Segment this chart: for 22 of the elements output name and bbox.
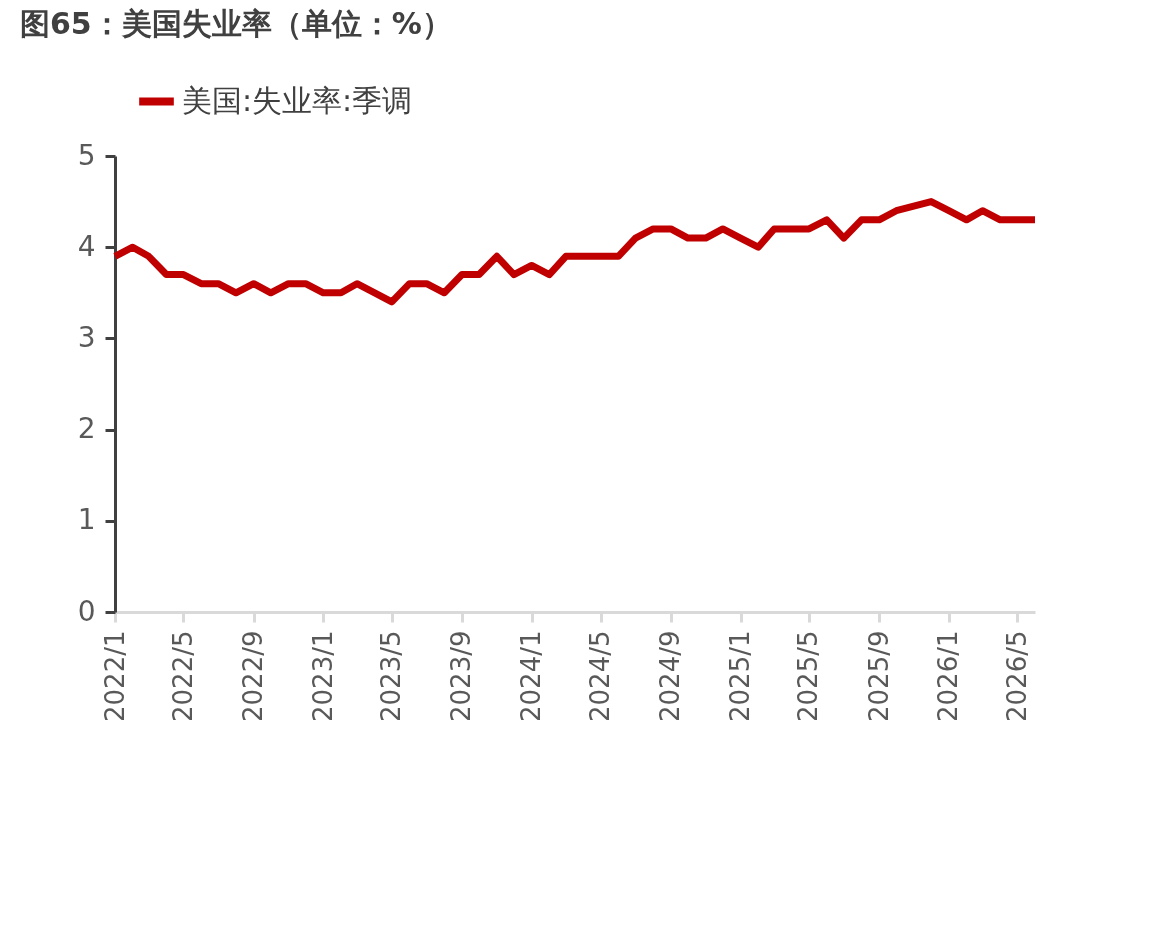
chart-title: 图65：美国失业率（单位：%）	[20, 6, 452, 41]
x-tick-label: 2022/5	[167, 630, 198, 722]
x-tick-label: 2026/1	[933, 630, 964, 722]
y-tick-label: 4	[77, 229, 96, 263]
x-tick-label: 2022/1	[99, 630, 130, 722]
legend-label: 美国:失业率:季调	[182, 82, 413, 118]
y-tick-label: 5	[77, 138, 96, 172]
x-tick-label: 2024/5	[585, 630, 616, 722]
x-tick-label: 2025/9	[863, 630, 894, 722]
x-tick-label: 2022/9	[238, 630, 269, 722]
x-tick-label: 2023/5	[376, 630, 407, 722]
y-tick-label: 2	[77, 412, 96, 446]
y-tick-label: 0	[77, 594, 96, 628]
x-tick-label: 2025/1	[725, 630, 756, 722]
x-tick-label: 2025/5	[793, 630, 824, 722]
y-tick-label: 1	[77, 503, 96, 537]
x-tick-label: 2024/9	[655, 630, 686, 722]
x-tick-label: 2024/1	[516, 630, 547, 722]
x-tick-label: 2023/9	[446, 630, 477, 722]
x-tick-label: 2026/5	[1001, 630, 1032, 722]
y-tick-label: 3	[77, 320, 96, 354]
x-tick-label: 2023/1	[307, 630, 338, 722]
